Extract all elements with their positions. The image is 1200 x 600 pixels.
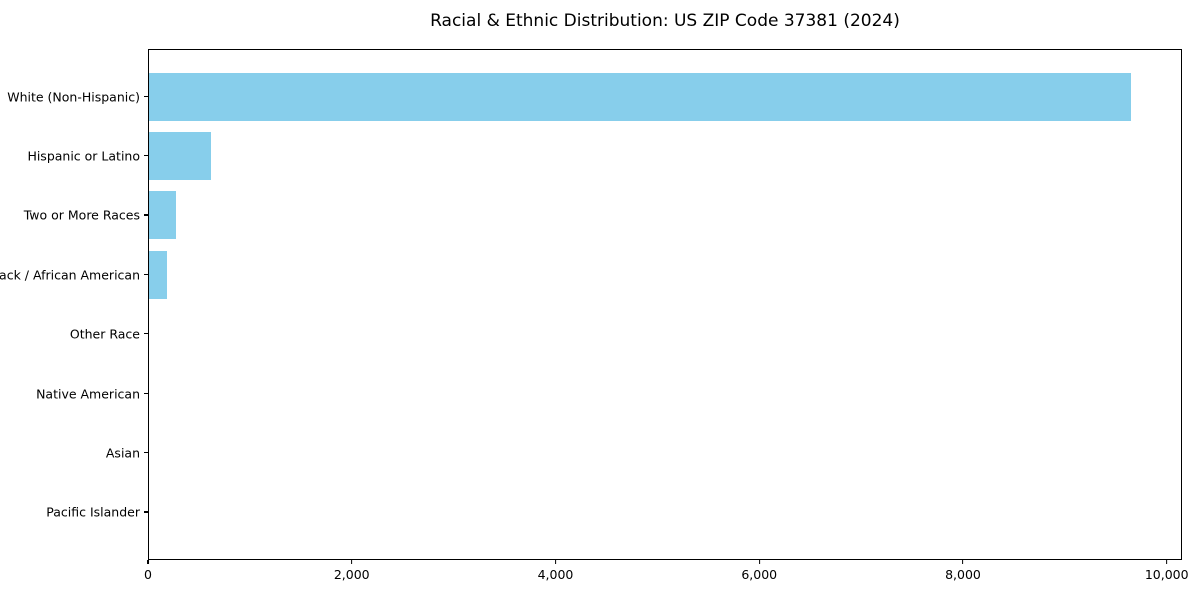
x-axis-tick [962,560,964,564]
y-axis-tick [144,273,148,275]
chart-row-hispanic-or-latino: Hispanic or Latino [27,126,1181,185]
bar-two-or-more-races [149,191,177,240]
x-axis-tick [351,560,353,564]
y-axis-label-other-race: Other Race [69,326,140,342]
x-axis-tick [554,560,557,564]
x-tick-10-000: 10,000 [1145,560,1189,582]
x-tick-4-000: 4,000 [537,560,574,582]
bar-black-african-american [149,250,168,299]
y-axis-label-white-non-hispanic: White (Non-Hispanic) [7,89,140,105]
x-axis-tick-label: 2,000 [333,567,370,582]
y-axis-tick [144,95,148,97]
bar-white-non-hispanic [149,72,1132,121]
x-axis-tick [758,560,760,564]
y-axis-tick [144,392,148,394]
x-axis-tick-label: 0 [144,567,152,582]
y-axis-tick [144,333,148,335]
x-axis-tick [1166,560,1168,564]
chart-row-asian: Asian [106,423,1181,482]
plot-area: White (Non-Hispanic) Hispanic or Latino Tw… [0,49,1182,560]
y-axis-label-asian: Asian [105,445,140,461]
y-axis-label-black-african-american: Black / African American [0,267,140,283]
chart-row-black-african-american: Black / African American [0,245,1181,304]
x-axis: 0 2,000 4,000 6,000 8,000 10,000 [144,560,1189,590]
plot-rows: White (Non-Hispanic) Hispanic or Latino Tw… [0,50,1181,559]
x-tick-2-000: 2,000 [334,560,370,582]
y-axis-label-two-or-more-races: Two or More Races [23,207,140,223]
bar-hispanic-or-latino [149,132,212,181]
chart-row-other-race: Other Race [70,305,1181,364]
y-axis-label-pacific-islander: Pacific Islander [46,504,140,520]
chart-row-native-american: Native American [36,364,1181,423]
x-axis-tick [147,560,149,564]
x-tick-0: 0 [144,560,152,582]
x-axis-tick-label: 6,000 [741,567,778,582]
y-axis-tick [144,451,148,454]
y-axis-tick [144,511,148,513]
y-axis-label-native-american: Native American [36,386,140,402]
x-axis-tick-label: 10,000 [1144,567,1189,582]
y-axis-label-hispanic-or-latino: Hispanic or Latino [27,148,140,164]
chart-row-pacific-islander: Pacific Islander [46,483,1181,542]
y-axis-tick [144,214,148,216]
y-axis-tick [144,155,148,157]
x-tick-8-000: 8,000 [945,560,981,582]
chart-title: Racial & Ethnic Distribution: US ZIP Cod… [430,11,900,31]
chart-row-white-non-hispanic: White (Non-Hispanic) [7,67,1181,126]
x-tick-6-000: 6,000 [741,560,777,582]
x-axis-tick-label: 8,000 [945,567,981,582]
x-axis-tick-label: 4,000 [537,567,574,582]
chart-row-two-or-more-races: Two or More Races [24,186,1181,245]
